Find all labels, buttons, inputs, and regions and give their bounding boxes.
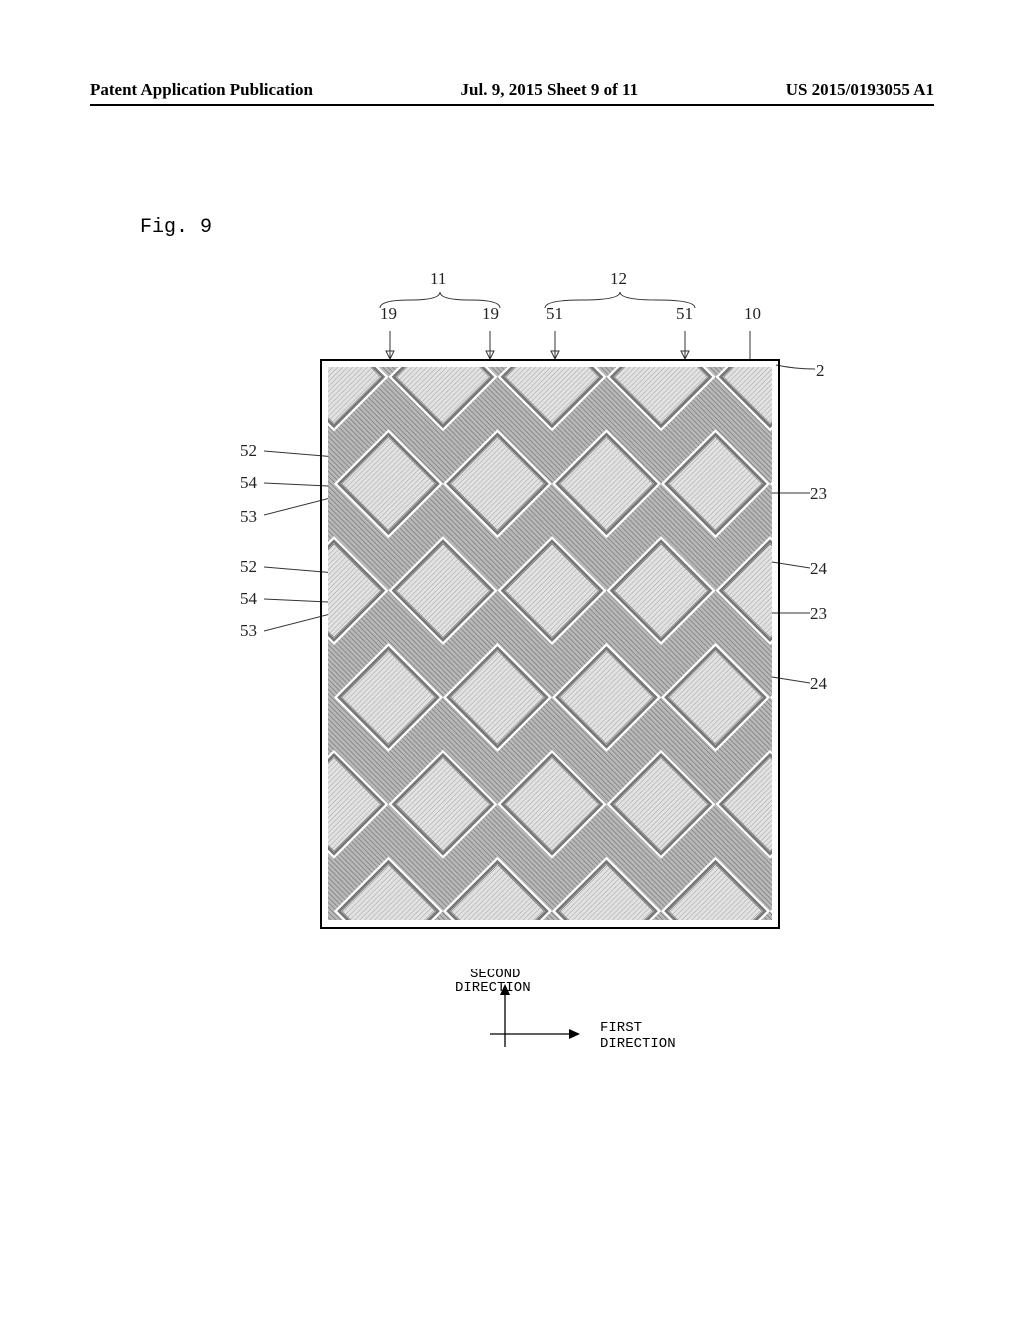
lattice-pattern (328, 367, 772, 920)
ref-53b: 53 (240, 621, 257, 641)
figure-area: 11 12 19 19 51 51 10 2 52 54 53 52 54 53… (210, 269, 910, 1119)
header-right: US 2015/0193055 A1 (786, 80, 934, 100)
ref-54a: 54 (240, 473, 257, 493)
ref-12: 12 (610, 269, 627, 289)
page: Patent Application Publication Jul. 9, 2… (0, 0, 1024, 1320)
figure-label: Fig. 9 (140, 216, 934, 239)
diagram (320, 359, 780, 929)
ref-52b: 52 (240, 557, 257, 577)
ref-19a: 19 (380, 304, 397, 324)
ref-53a: 53 (240, 507, 257, 527)
ref-11: 11 (430, 269, 446, 289)
compass-horizontal-2: DIRECTION (600, 1036, 676, 1052)
compass-vertical-2: DIRECTION (455, 980, 531, 996)
direction-compass: SECOND DIRECTION FIRST DIRECTION (450, 969, 710, 1069)
ref-10: 10 (744, 304, 761, 324)
compass-horizontal-1: FIRST (600, 1020, 642, 1036)
page-header: Patent Application Publication Jul. 9, 2… (90, 80, 934, 106)
ref-51a: 51 (546, 304, 563, 324)
ref-54b: 54 (240, 589, 257, 609)
header-left: Patent Application Publication (90, 80, 313, 100)
header-center: Jul. 9, 2015 Sheet 9 of 11 (461, 80, 639, 100)
ref-19b: 19 (482, 304, 499, 324)
ref-52a: 52 (240, 441, 257, 461)
ref-51b: 51 (676, 304, 693, 324)
